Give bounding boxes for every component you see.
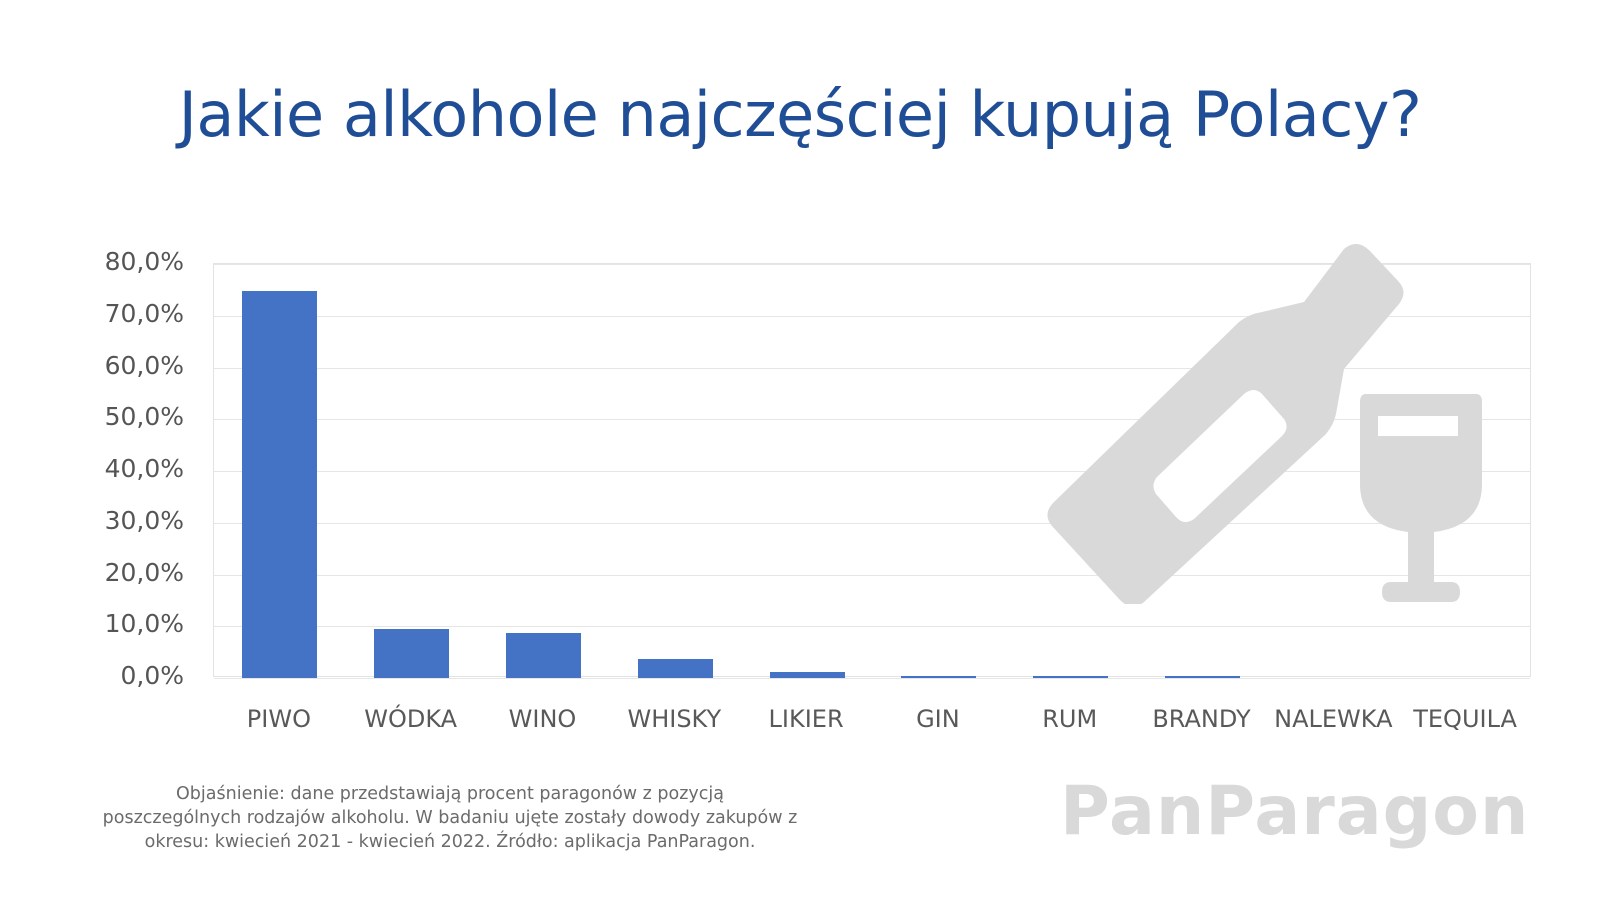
gridline — [214, 523, 1530, 524]
wine-glass-icon — [1360, 394, 1482, 602]
x-tick-label: PIWO — [246, 705, 311, 733]
x-tick-label: NALEWKA — [1274, 705, 1393, 733]
bar-rum — [1033, 676, 1109, 678]
gridline — [214, 575, 1530, 576]
bar-likier — [769, 671, 845, 678]
footnote: Objaśnienie: dane przedstawiają procent … — [80, 782, 820, 854]
x-tick-label: WÓDKA — [364, 705, 458, 733]
y-tick-label: 0,0% — [120, 661, 184, 690]
bar-wino — [506, 633, 581, 678]
y-tick-label: 30,0% — [104, 505, 184, 535]
gridline — [214, 316, 1530, 317]
x-tick-label: RUM — [1042, 705, 1098, 733]
bar-brandy — [1165, 676, 1240, 678]
x-tick-label: WHISKY — [627, 705, 722, 733]
bar-wódka — [374, 629, 450, 678]
bar-piwo — [242, 290, 318, 678]
x-tick-label: WINO — [508, 705, 577, 733]
gridline — [214, 419, 1530, 420]
gridline — [214, 626, 1530, 627]
footnote-line-1: Objaśnienie: dane przedstawiają procent … — [176, 784, 724, 804]
y-tick-label: 50,0% — [104, 402, 184, 432]
footnote-line-2: poszczególnych rodzajów alkoholu. W bada… — [102, 808, 798, 828]
plot-area — [213, 244, 1531, 679]
y-tick-label: 70,0% — [104, 298, 184, 328]
y-tick-label: 80,0% — [104, 247, 184, 276]
footnote-line-3: okresu: kwiecień 2021 - kwiecień 2022. Ź… — [144, 832, 756, 852]
gridline — [214, 471, 1530, 472]
bar-whisky — [637, 659, 713, 678]
gridline — [214, 368, 1530, 369]
x-tick-label: LIKIER — [768, 705, 844, 733]
wine-bottle-icon — [1047, 244, 1404, 604]
chart-title: Jakie alkohole najczęściej kupują Polacy… — [178, 78, 1422, 151]
gridline — [214, 264, 1530, 265]
y-tick-label: 60,0% — [104, 350, 184, 380]
gridline — [214, 678, 1530, 679]
x-tick-label: BRANDY — [1152, 705, 1251, 733]
x-tick-label: GIN — [916, 705, 960, 733]
bar-gin — [901, 676, 977, 678]
brand-logo: PanParagon — [1060, 772, 1530, 851]
y-tick-label: 20,0% — [104, 557, 184, 587]
y-tick-label: 40,0% — [104, 454, 184, 483]
x-tick-label: TEQUILA — [1413, 705, 1517, 733]
y-tick-label: 10,0% — [104, 609, 184, 639]
